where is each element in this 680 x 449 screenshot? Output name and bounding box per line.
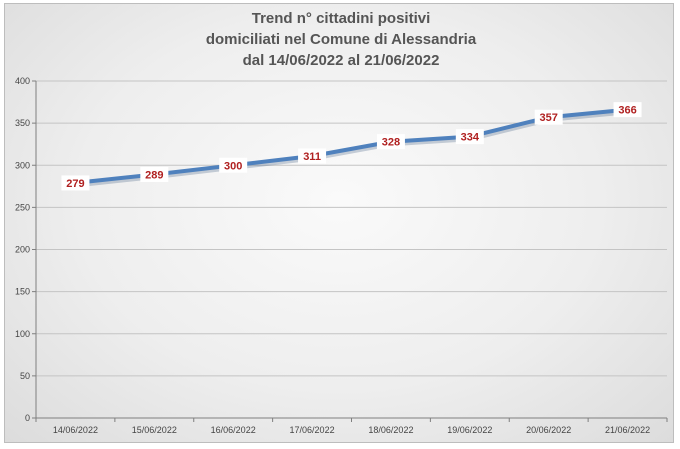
y-tick-label: 350 bbox=[15, 118, 30, 128]
data-label: 300 bbox=[219, 157, 248, 173]
x-tick-labels: 14/06/2022 15/06/2022 16/06/2022 17/06/2022… bbox=[53, 425, 650, 435]
data-label-box bbox=[613, 102, 642, 118]
data-label: 311 bbox=[298, 148, 327, 164]
chart-title-line-2: domiciliati nel Comune di Alessandria bbox=[206, 31, 477, 48]
y-tick-label: 300 bbox=[15, 160, 30, 170]
chart-frame: Trend n° cittadini positivi domiciliati … bbox=[4, 3, 674, 443]
data-label-text: 279 bbox=[66, 178, 84, 190]
data-label: 279 bbox=[61, 175, 90, 191]
x-tick-label: 18/06/2022 bbox=[368, 425, 413, 435]
y-tick-labels: 0 50 100 150 200 250 300 350 400 bbox=[15, 76, 30, 423]
data-label: 357 bbox=[534, 109, 563, 125]
y-tick-label: 200 bbox=[15, 245, 30, 255]
data-label-box bbox=[376, 134, 405, 150]
x-tick-label: 21/06/2022 bbox=[605, 425, 650, 435]
y-tick-label: 400 bbox=[15, 76, 30, 86]
data-label-box bbox=[298, 148, 327, 164]
x-tick-label: 15/06/2022 bbox=[132, 425, 177, 435]
data-label-box bbox=[219, 157, 248, 173]
x-tick-label: 17/06/2022 bbox=[290, 425, 335, 435]
chart-title-line-3: dal 14/06/2022 al 21/06/2022 bbox=[243, 52, 440, 69]
x-tick-label: 19/06/2022 bbox=[447, 425, 492, 435]
x-tick-label: 16/06/2022 bbox=[211, 425, 256, 435]
data-label-box bbox=[61, 175, 90, 191]
data-labels: 279 289 300 311 328 334 357 366 bbox=[61, 102, 642, 191]
data-label-text: 334 bbox=[461, 132, 480, 144]
y-tick-label: 0 bbox=[25, 413, 30, 423]
line-chart: Trend n° cittadini positivi domiciliati … bbox=[15, 10, 668, 435]
x-tick-label: 14/06/2022 bbox=[53, 425, 98, 435]
axes bbox=[32, 80, 668, 422]
y-tick-label: 50 bbox=[20, 371, 30, 381]
data-label-box bbox=[140, 167, 169, 183]
data-label-text: 328 bbox=[382, 137, 400, 149]
data-label-box bbox=[455, 129, 484, 145]
data-label-text: 311 bbox=[303, 151, 321, 163]
data-label: 328 bbox=[376, 134, 405, 150]
data-label-box bbox=[534, 109, 563, 125]
data-label: 366 bbox=[613, 102, 642, 118]
chart-title-line-1: Trend n° cittadini positivi bbox=[252, 10, 431, 27]
data-label-text: 300 bbox=[224, 160, 242, 172]
y-tick-label: 100 bbox=[15, 329, 30, 339]
data-label: 289 bbox=[140, 167, 169, 183]
gridlines bbox=[36, 80, 667, 377]
data-label: 334 bbox=[455, 129, 484, 145]
data-label-text: 366 bbox=[618, 105, 636, 117]
data-label-text: 289 bbox=[145, 170, 163, 182]
y-tick-label: 250 bbox=[15, 202, 30, 212]
x-tick-label: 20/06/2022 bbox=[526, 425, 571, 435]
data-label-text: 357 bbox=[540, 112, 558, 124]
y-tick-label: 150 bbox=[15, 287, 30, 297]
